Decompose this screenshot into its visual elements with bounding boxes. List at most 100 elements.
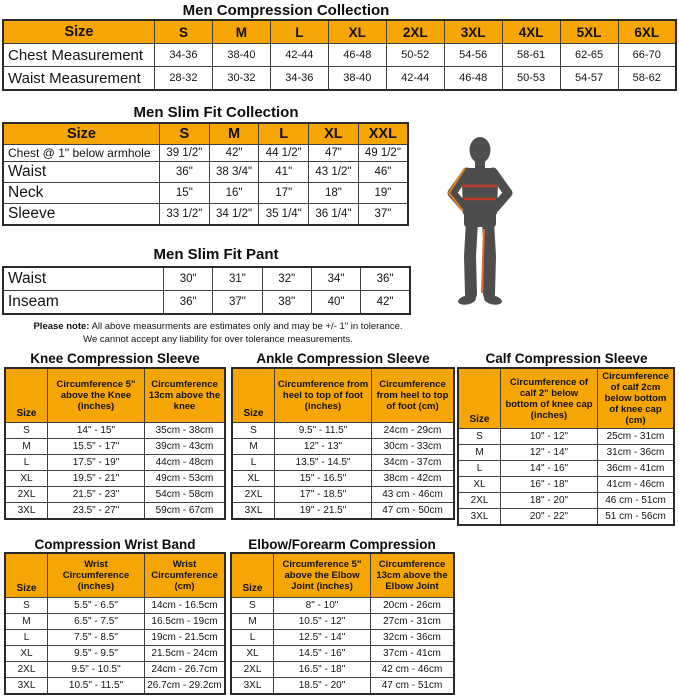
value-cell: 21.5" - 23" [47,486,145,503]
figure-right-arm [488,167,513,213]
column-header: Size [231,367,275,423]
row-label-cell: Inseam [2,290,164,315]
value-cell: 17" [258,182,310,204]
value-cell: 12" - 13" [274,438,372,455]
row-label-cell: Waist Measurement [2,66,155,91]
value-cell: 34cm - 37cm [371,454,455,471]
column-header: L [258,122,310,145]
row-label-cell: Neck [2,182,160,204]
value-cell: 17.5" - 19" [47,454,145,471]
header-row: Size S M L XL XXL [2,122,409,145]
sleeve-measurement-line [447,167,466,212]
value-cell: 14" - 16" [500,460,598,477]
table-row: M 10.5" - 12" 27cm - 31cm [230,613,455,630]
value-cell: 36" [360,266,411,291]
value-cell: 47 cm - 50cm [371,502,455,520]
figure-left-foot [458,295,476,305]
table-row: Waist 30" 31" 32" 34" 36" [2,266,411,291]
column-header: Size [230,552,274,598]
row-label-cell: XL [457,476,501,493]
value-cell: 38" [261,290,312,315]
column-header: 3XL [443,19,503,44]
column-header: 2XL [385,19,445,44]
table-row: S 14" - 15" 35cm - 38cm [4,422,226,439]
value-cell: 30cm - 33cm [371,438,455,455]
value-cell: 41" [258,161,310,183]
row-label-cell: Chest Measurement [2,43,155,67]
row-label-cell: L [230,629,274,646]
header-row: Size Circumference from heel to top of fo… [231,367,455,423]
value-cell: 32cm - 36cm [370,629,455,646]
value-cell: 47" [308,144,359,162]
value-cell: 12.5" - 14" [273,629,371,646]
elbow-sleeve-table: Size Circumference 5" above the Elbow Joi… [230,552,455,695]
table-row: L 14" - 16" 36cm - 41cm [457,460,675,477]
ankle-sleeve-title: Ankle Compression Sleeve [256,351,430,366]
value-cell: 47 cm - 51cm [370,677,455,695]
table-row: XL 16" - 18" 41cm - 46cm [457,476,675,493]
table-row: M 6.5" - 7.5" 16.5cm - 19cm [4,613,226,630]
table-row: S 8" - 10" 20cm - 26cm [230,597,455,614]
column-header: Circumference 13cm above the Elbow Joint [370,552,455,598]
row-label-cell: L [4,454,48,471]
column-header: 6XL [617,19,677,44]
column-header: 5XL [559,19,619,44]
table-row: 3XL 18.5" - 20" 47 cm - 51cm [230,677,455,695]
value-cell: 5.5" - 6.5" [47,597,145,614]
knee-sleeve-title: Knee Compression Sleeve [30,351,200,366]
row-label-cell: Sleeve [2,203,160,226]
value-cell: 20" - 22" [500,508,598,526]
men-slim-fit-pant-table: Waist 30" 31" 32" 34" 36" Inseam 36" 37" 38" 40" 42… [2,266,411,315]
inseam-measurement-line [481,228,485,294]
row-label-cell: 3XL [230,677,274,695]
figure-right-foot [484,295,502,305]
value-cell: 19.5" - 21" [47,470,145,487]
value-cell: 26.7cm - 29.2cm [144,677,226,695]
column-header: M [208,122,260,145]
row-label-cell: Waist [2,266,164,291]
value-cell: 36cm - 41cm [597,460,675,477]
value-cell: 19cm - 21.5cm [144,629,226,646]
row-label-cell: M [231,438,275,455]
value-cell: 50-52 [385,43,445,67]
value-cell: 44cm - 48cm [144,454,226,471]
row-label-cell: S [4,597,48,614]
table-row: Chest Measurement 34-36 38-40 42-44 46-48 50-… [2,43,677,67]
row-label-cell: XL [230,645,274,662]
tolerance-note-line2: We cannot accept any liability for over … [83,334,353,345]
wrist-band-table: Size Wrist Circumference (inches) Wrist Ci… [4,552,226,695]
column-header: XL [327,19,387,44]
row-label-cell: L [231,454,275,471]
value-cell: 54cm - 58cm [144,486,226,503]
column-header: L [269,19,329,44]
value-cell: 23.5" - 27" [47,502,145,520]
row-label-cell: XL [4,645,48,662]
value-cell: 12" - 14" [500,444,598,461]
header-row: Size Circumference 5" above the Knee (inc… [4,367,226,423]
figure-left-arm [447,167,472,213]
column-header: M [211,19,271,44]
value-cell: 14.5" - 16" [273,645,371,662]
value-cell: 37cm - 41cm [370,645,455,662]
row-label-cell: 2XL [231,486,275,503]
row-label-cell: M [457,444,501,461]
wrist-band-title: Compression Wrist Band [34,537,196,552]
value-cell: 43 cm - 46cm [371,486,455,503]
value-cell: 16" - 18" [500,476,598,493]
value-cell: 19" [357,182,409,204]
value-cell: 21.5cm - 24cm [144,645,226,662]
column-header: Circumference from heel to top of foot (… [371,367,455,423]
value-cell: 36 1/4" [308,203,359,226]
table-row: XL 15" - 16.5" 38cm - 42cm [231,470,455,487]
row-label-cell: 2XL [4,661,48,678]
value-cell: 13.5" - 14.5" [274,454,372,471]
value-cell: 36" [159,161,210,183]
value-cell: 46" [357,161,409,183]
value-cell: 34" [310,266,362,291]
value-cell: 31cm - 36cm [597,444,675,461]
value-cell: 38 3/4" [208,161,260,183]
header-row: Size Circumference of calf 2" below botto… [457,367,675,429]
header-row: Size Circumference 5" above the Elbow Joi… [230,552,455,598]
figure-right-leg [482,216,497,300]
